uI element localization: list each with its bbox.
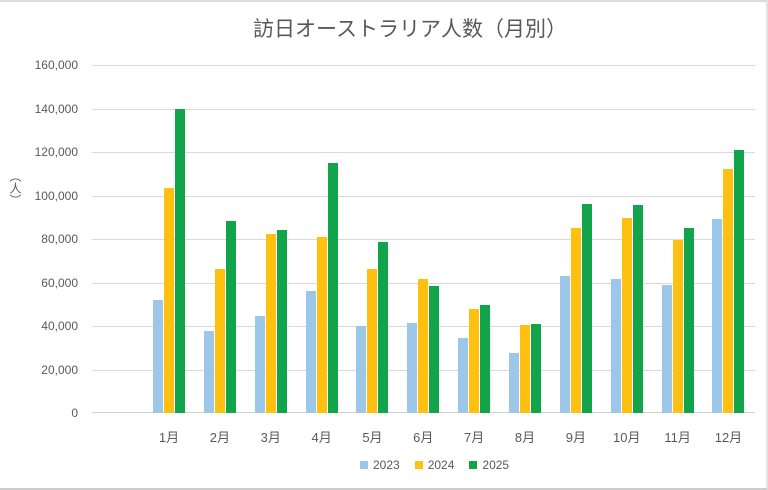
bar-2025-4月 [327, 162, 338, 413]
legend-item-2025: 2025 [469, 458, 509, 472]
bar-group-2月 [203, 220, 236, 413]
bar-2025-7月 [480, 305, 491, 413]
bar-2023-7月 [458, 337, 469, 413]
bar-2023-11月 [661, 284, 672, 413]
bar-2023-2月 [203, 331, 214, 413]
bar-2023-5月 [356, 326, 367, 413]
x-tick-label-2月: 2月 [209, 430, 230, 445]
bar-2025-6月 [429, 285, 440, 413]
bar-2023-6月 [407, 322, 418, 413]
bar-2023-8月 [509, 353, 520, 413]
gridline-100000 [92, 195, 755, 197]
bar-2024-8月 [520, 324, 531, 413]
legend-item-2024: 2024 [414, 458, 455, 472]
legend-label-2024: 2024 [427, 458, 455, 472]
legend: 2023 2024 2025 [360, 458, 509, 472]
gridline-80000 [92, 239, 755, 240]
bar-2025-5月 [378, 242, 389, 413]
y-tick-label-0: 0 [71, 406, 78, 420]
y-tick-label-60,000: 60,000 [41, 275, 78, 290]
bar-group-6月 [407, 279, 440, 413]
y-tick-label-40,000: 40,000 [41, 319, 78, 333]
bar-2024-10月 [621, 218, 632, 413]
bar-2024-6月 [418, 279, 429, 413]
y-tick-label-140,000: 140,000 [34, 101, 78, 116]
bar-group-5月 [356, 242, 389, 413]
bar-2023-10月 [610, 279, 621, 413]
gridline-120000 [92, 152, 755, 153]
x-tick-label-6月: 6月 [413, 430, 434, 445]
x-tick-label-7月: 7月 [464, 430, 485, 445]
x-tick-label-12月: 12月 [714, 430, 743, 445]
y-tick-label-80,000: 80,000 [41, 232, 78, 246]
bar-2024-1月 [164, 187, 174, 413]
legend-label-2025: 2025 [482, 458, 510, 472]
bar-group-3月 [254, 230, 287, 413]
bar-2025-3月 [276, 230, 287, 413]
bar-2025-12月 [734, 149, 745, 413]
y-tick-label-20,000: 20,000 [41, 362, 78, 377]
bar-2023-4月 [305, 291, 316, 413]
bar-group-8月 [509, 323, 542, 413]
bar-group-9月 [559, 204, 592, 413]
bar-group-12月 [712, 149, 745, 413]
gridline-140000 [92, 108, 755, 110]
bar-2023-9月 [559, 275, 570, 413]
legend-swatch-2024 [414, 461, 423, 469]
bar-2023-12月 [712, 219, 723, 413]
bar-2024-3月 [265, 233, 276, 413]
plot-area [92, 65, 755, 413]
x-tick-label-11月: 11月 [664, 430, 691, 445]
x-tick-label-1月: 1月 [158, 430, 180, 445]
x-tick-label-10月: 10月 [613, 430, 641, 445]
bar-2024-2月 [214, 269, 225, 413]
bar-2025-1月 [175, 108, 185, 413]
bar-2025-8月 [531, 323, 542, 413]
bar-2025-2月 [225, 220, 236, 413]
bar-group-7月 [458, 305, 491, 413]
bar-2023-3月 [254, 316, 265, 413]
bar-group-4月 [305, 162, 338, 413]
x-tick-label-8月: 8月 [514, 430, 536, 445]
bar-2024-5月 [367, 269, 378, 413]
bar-2024-11月 [672, 240, 683, 413]
bar-2024-9月 [570, 228, 581, 413]
bar-2025-9月 [581, 204, 592, 413]
x-tick-label-4月: 4月 [311, 430, 332, 445]
bar-2023-1月 [153, 299, 163, 413]
bar-2025-10月 [632, 205, 643, 413]
legend-item-2023: 2023 [360, 458, 400, 472]
bar-group-1月 [153, 108, 185, 413]
legend-swatch-2023 [360, 461, 368, 469]
bar-group-10月 [610, 205, 643, 413]
gridline-160000 [92, 65, 755, 66]
bar-2025-11月 [683, 228, 694, 413]
legend-swatch-2025 [469, 461, 478, 469]
y-tick-label-160,000: 160,000 [34, 58, 78, 72]
x-tick-label-9月: 9月 [565, 430, 586, 445]
bar-2024-7月 [469, 308, 480, 413]
bar-2024-12月 [723, 169, 734, 413]
x-tick-label-3月: 3月 [260, 430, 281, 445]
y-tick-label-100,000: 100,000 [34, 188, 78, 203]
y-axis-title: （人） [8, 170, 22, 206]
y-tick-label-120,000: 120,000 [34, 145, 78, 159]
legend-label-2023: 2023 [373, 458, 400, 472]
bar-2024-4月 [316, 236, 327, 413]
bar-group-11月 [661, 228, 694, 413]
x-tick-label-5月: 5月 [362, 430, 383, 445]
chart-title: 訪日オーストラリア人数（月別） [253, 18, 567, 41]
